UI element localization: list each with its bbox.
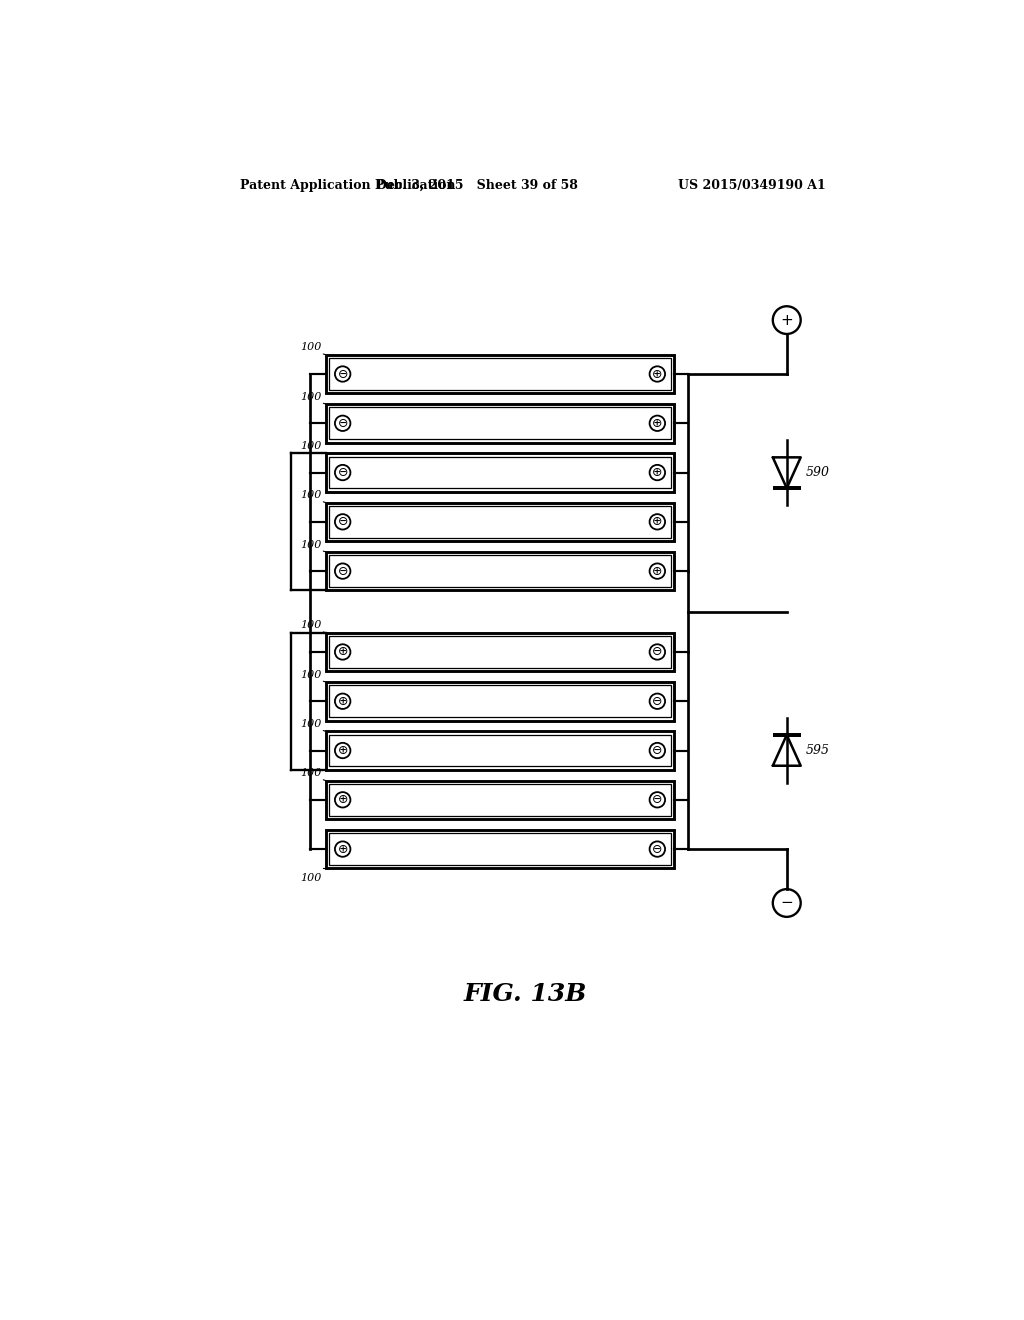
- Text: ⊖: ⊖: [652, 842, 663, 855]
- Text: ⊖: ⊖: [338, 417, 348, 430]
- Text: 100: 100: [300, 490, 322, 500]
- Text: ⊕: ⊕: [652, 367, 663, 380]
- Text: 100: 100: [300, 441, 322, 451]
- Text: ⊕: ⊕: [652, 417, 663, 430]
- Text: ⊕: ⊕: [338, 842, 348, 855]
- Bar: [329, 358, 671, 389]
- Bar: [326, 780, 675, 818]
- Text: ⊕: ⊕: [652, 565, 663, 578]
- Text: 100: 100: [300, 669, 322, 680]
- Text: FIG. 13B: FIG. 13B: [463, 982, 587, 1006]
- Bar: [326, 830, 675, 869]
- Text: ⊖: ⊖: [652, 744, 663, 758]
- Bar: [326, 632, 675, 671]
- Bar: [329, 457, 671, 488]
- Bar: [329, 735, 671, 767]
- Text: 100: 100: [300, 873, 322, 883]
- Bar: [329, 556, 671, 587]
- Bar: [329, 506, 671, 537]
- Bar: [326, 552, 675, 590]
- Bar: [326, 682, 675, 721]
- Bar: [329, 784, 671, 816]
- Text: ⊖: ⊖: [338, 367, 348, 380]
- Bar: [329, 408, 671, 440]
- Text: ⊖: ⊖: [652, 694, 663, 708]
- Text: ⊕: ⊕: [338, 793, 348, 807]
- Text: −: −: [780, 895, 794, 911]
- Text: +: +: [780, 313, 794, 327]
- Bar: [329, 833, 671, 865]
- Text: ⊖: ⊖: [338, 565, 348, 578]
- Bar: [326, 731, 675, 770]
- Bar: [329, 636, 671, 668]
- Text: 100: 100: [300, 719, 322, 729]
- Text: ⊖: ⊖: [652, 645, 663, 659]
- Text: ⊖: ⊖: [338, 515, 348, 528]
- Text: ⊕: ⊕: [338, 744, 348, 758]
- Text: 100: 100: [300, 392, 322, 401]
- Text: ⊖: ⊖: [652, 793, 663, 807]
- Text: 595: 595: [806, 744, 830, 756]
- Text: 100: 100: [300, 768, 322, 779]
- Text: Patent Application Publication: Patent Application Publication: [241, 178, 456, 191]
- Bar: [326, 503, 675, 541]
- Text: Dec. 3, 2015   Sheet 39 of 58: Dec. 3, 2015 Sheet 39 of 58: [376, 178, 578, 191]
- Text: 590: 590: [806, 466, 830, 479]
- Text: 100: 100: [300, 342, 322, 352]
- Text: 100: 100: [300, 620, 322, 631]
- Text: ⊕: ⊕: [338, 694, 348, 708]
- Text: ⊕: ⊕: [652, 515, 663, 528]
- Bar: [329, 685, 671, 717]
- Text: 100: 100: [300, 540, 322, 549]
- Text: ⊕: ⊕: [652, 466, 663, 479]
- Text: ⊕: ⊕: [338, 645, 348, 659]
- Text: ⊖: ⊖: [338, 466, 348, 479]
- Bar: [326, 404, 675, 442]
- Bar: [326, 355, 675, 393]
- Bar: [326, 453, 675, 492]
- Text: US 2015/0349190 A1: US 2015/0349190 A1: [678, 178, 825, 191]
